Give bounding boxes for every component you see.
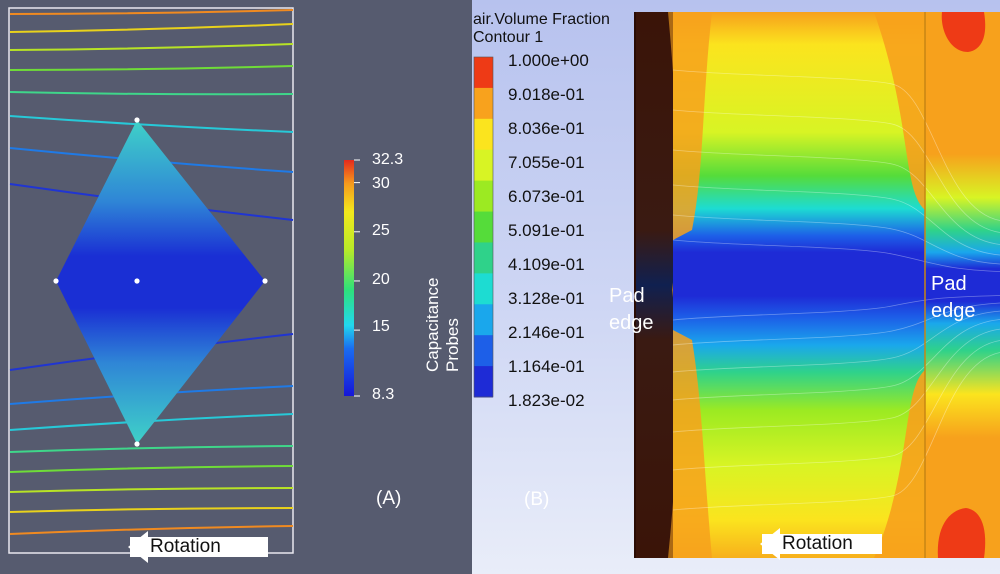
contour-line [672,184,1000,256]
pad-corner-upper [673,12,712,240]
pad-edge-label-left: Pad edge [609,283,654,337]
colorbar [344,160,354,396]
legend-swatch [474,57,493,89]
probe-points [53,117,268,447]
pad-right-field [925,12,1000,558]
contour-line [672,352,1000,511]
panel-a-label: (A) [376,488,402,509]
legend-swatch [474,335,493,367]
hotspot-lower [937,508,986,558]
panel-b-label: (B) [524,489,550,510]
contour-lines [672,69,1000,511]
streamline [9,23,294,33]
contour-line [672,340,1000,471]
panel-b-canvas [473,12,1000,558]
legend-swatch [474,366,493,398]
streamline [9,43,294,51]
colorbar-tick-label: 15 [372,318,390,335]
contour-line [672,319,1000,401]
probe-diamond [56,120,265,444]
legend-value: 4.109e-01 [508,255,585,274]
legend-value: 7.055e-01 [508,153,585,172]
legend-frame [473,56,494,398]
contour-line [672,69,1000,221]
legend-value: 8.036e-01 [508,119,585,138]
legend-value: 9.018e-01 [508,85,585,104]
legend-title: air.Volume Fraction [473,11,610,28]
contour-line [672,310,1000,373]
contour-line [672,214,1000,265]
streamline [9,487,294,493]
colorbar-tick-label: 32.3 [372,151,404,168]
streamline [9,465,294,473]
streamlines [9,9,294,535]
contour-field [635,12,1000,558]
streamline [9,91,294,96]
arrow-left-icon [760,528,780,560]
groove-left [635,12,673,558]
probe-point [134,117,140,123]
pad-end-lower [874,370,925,558]
panel-a-canvas [8,7,360,554]
contour-line [672,149,1000,245]
pad-corner-lower [673,330,712,558]
streamline [9,115,294,133]
hotspot-upper [941,12,986,52]
legend-value: 5.091e-01 [508,221,585,240]
legend-value: 1.823e-02 [508,391,585,410]
legend-swatch [474,149,493,182]
pad-center-field [673,12,925,558]
colorbar-title: Capacitance Probes [423,277,462,372]
legend-swatch [474,211,493,243]
colorbar-tick-label: 30 [372,175,390,192]
streamline [9,9,294,15]
legend-value: 1.164e-01 [508,357,585,376]
pad-edge-label-line: edge [931,300,976,322]
rotation-label: Rotation [150,536,221,557]
colorbar-ticks [354,159,360,397]
pad-edge-label-right: Pad edge [931,271,976,325]
streamline [9,65,294,71]
pad-edge-label-line: edge [609,312,654,334]
contour-line [672,302,1000,346]
rotation-label: Rotation [782,533,853,554]
streamline [9,445,294,453]
pad-edge-label-line: Pad [609,285,645,307]
legend-swatch [474,242,493,274]
colorbar-tick-label: 20 [372,271,390,288]
legend-value: 6.073e-01 [508,187,585,206]
contour-line [672,109,1000,233]
colorbar-tick-label: 25 [372,222,390,239]
rotation-indicator-b: Rotation [760,528,882,560]
streamline [9,525,294,535]
probe-point [134,441,140,447]
legend-value: 3.128e-01 [508,289,585,308]
streamline [9,507,294,513]
pad-edge-label-line: Pad [931,273,967,295]
panel-a: 32.3 30 25 20 15 8.3 Capacitance Probes … [0,0,472,574]
colorbar-tick-label: 8.3 [372,386,395,403]
contour-line [672,295,1000,321]
legend-value: 2.146e-01 [508,323,585,342]
legend-swatch [474,180,493,213]
legend-swatches [474,57,493,398]
panel-b: air.Volume Fraction Contour 1 1.000e+00 … [472,0,1000,574]
probe-point [262,278,268,284]
legend-swatch [474,87,493,120]
probe-point [53,278,59,284]
arrow-left-icon [128,531,148,563]
probe-point [134,278,140,284]
legend-value: 1.000e+00 [508,51,589,70]
rotation-indicator-a: Rotation [128,531,268,563]
contour-line [672,239,1000,272]
pad-end-upper [874,12,925,210]
legend-swatch [474,273,493,305]
contour-line [672,328,1000,433]
legend-swatch [474,118,493,151]
legend-subtitle: Contour 1 [473,29,544,46]
legend-swatch [474,304,493,336]
